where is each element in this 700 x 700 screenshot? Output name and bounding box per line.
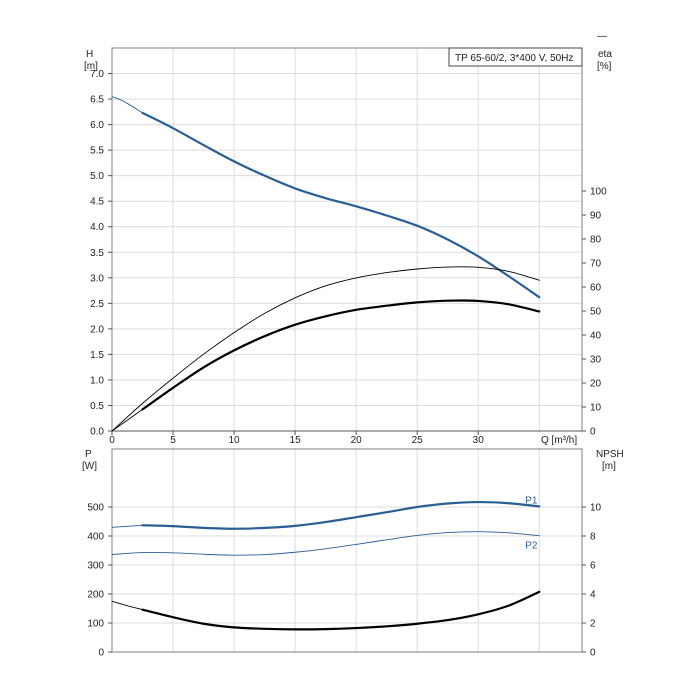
x-tick-label: 10: [229, 435, 241, 446]
y-tick-label: 2.5: [90, 299, 104, 310]
x-tick-label: 15: [290, 435, 302, 446]
y2-axis-unit-npsh: [m]: [602, 461, 616, 472]
y-tick-label: 2.0: [90, 324, 104, 335]
y2-axis-unit-eta: [%]: [597, 61, 612, 72]
y-tick-label: 100: [87, 619, 104, 630]
series-line-4: [111, 266, 540, 432]
y2-tick-label: 0: [590, 648, 596, 659]
y2-tick-label: 6: [590, 561, 596, 572]
y2-tick-label: 4: [590, 590, 596, 601]
series-p2-line: [111, 531, 540, 556]
chart-title: TP 65-60/2, 3*400 V, 50Hz: [455, 53, 573, 64]
bottom-chart-series: P1 P2: [111, 495, 541, 631]
series-line-4: [111, 600, 143, 611]
y2-tick-label: 8: [590, 532, 596, 543]
chart-title-box: [448, 47, 583, 67]
y-tick-label: 3.0: [90, 273, 104, 284]
y-tick-label: 1.0: [90, 375, 104, 386]
y2-tick-label: 60: [590, 283, 602, 294]
series-label-p1: P1: [525, 495, 538, 506]
top-chart-ticks: 0.0 0.5 1.0 1.5 2.0 2.5 3.0 3.5 4.0 4.5 5.0 5.5 6.0 6…: [90, 69, 607, 446]
top-chart-frame: [111, 47, 583, 432]
y2-tick-label: 80: [590, 235, 602, 246]
top-chart: TP 65-60/2, 3*400 V, 50Hz H [m] eta [%] …: [84, 47, 612, 446]
y2-tick-label: 0: [590, 427, 596, 438]
y2-axis-label-npsh: NPSH: [596, 449, 624, 460]
y-tick-label: 0: [98, 648, 104, 659]
y-tick-label: 0.0: [90, 427, 104, 438]
y-axis-label-p: P: [85, 449, 92, 460]
series-line-0: [141, 111, 541, 299]
series-line-3: [141, 590, 541, 631]
y-tick-label: 3.5: [90, 248, 104, 259]
x-axis-label-q: Q [m³/h]: [541, 435, 577, 446]
bottom-chart-grid: [112, 449, 582, 652]
x-tick-label: 5: [170, 435, 176, 446]
y2-tick-label: 40: [590, 331, 602, 342]
x-tick-label: 20: [351, 435, 363, 446]
y2-tick-label: 2: [590, 619, 596, 630]
y2-tick-label: 90: [590, 211, 602, 222]
y-tick-label: 5.5: [90, 146, 104, 157]
bottom-chart: P [W] NPSH [m] 0 100 200 300 400 500 0 2 4 6 8 10 P…: [82, 448, 624, 659]
series-p1-line: [141, 500, 541, 530]
x-tick-label: 25: [412, 435, 424, 446]
corner-mark: —: [597, 31, 607, 42]
x-tick-label: 30: [473, 435, 485, 446]
y2-tick-label: 50: [590, 307, 602, 318]
y-tick-label: 4.0: [90, 222, 104, 233]
top-chart-series: [111, 96, 541, 432]
y2-tick-label: 100: [590, 187, 607, 198]
y-tick-label: 300: [87, 561, 104, 572]
y-axis-unit-p: [W]: [82, 461, 97, 472]
series-line-2: [141, 299, 541, 411]
series-label-p2: P2: [525, 541, 538, 552]
y2-tick-label: 10: [590, 503, 602, 514]
y-tick-label: 4.5: [90, 197, 104, 208]
y-tick-label: 500: [87, 503, 104, 514]
y-tick-label: 6.5: [90, 95, 104, 106]
y-tick-label: 0.5: [90, 401, 104, 412]
top-chart-grid: [112, 47, 582, 431]
x-tick-label: 0: [109, 435, 115, 446]
y-axis-label-h: H: [86, 49, 93, 60]
series-line-3: [111, 408, 143, 432]
y-tick-label: 7.0: [90, 69, 104, 80]
y-tick-label: 5.0: [90, 171, 104, 182]
bottom-chart-frame: [111, 448, 583, 653]
series-line-1: [111, 96, 143, 114]
y-tick-label: 200: [87, 590, 104, 601]
y-tick-label: 6.0: [90, 120, 104, 131]
y2-axis-label-eta: eta: [598, 49, 612, 60]
y2-tick-label: 70: [590, 259, 602, 270]
bottom-chart-ticks: 0 100 200 300 400 500 0 2 4 6 8 10: [87, 503, 601, 659]
y-tick-label: 400: [87, 532, 104, 543]
y-axis-unit-h: [m]: [84, 61, 98, 72]
y-tick-label: 1.5: [90, 350, 104, 361]
series-line-1: [111, 524, 143, 528]
y2-tick-label: 20: [590, 379, 602, 390]
y2-tick-label: 30: [590, 355, 602, 366]
y2-tick-label: 10: [590, 403, 602, 414]
